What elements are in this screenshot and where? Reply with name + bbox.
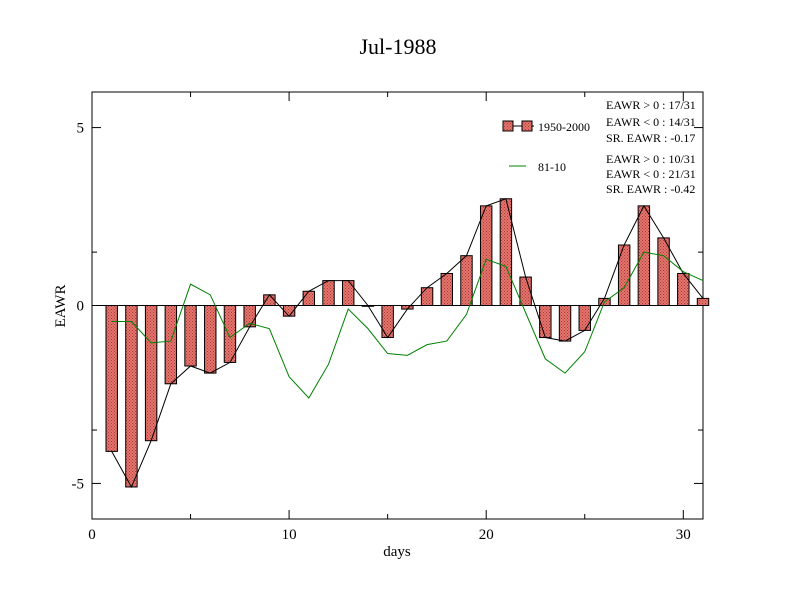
x-tick-label: 0 (88, 527, 96, 543)
bar (263, 294, 276, 307)
y-tick-label: -5 (72, 476, 85, 492)
bar (420, 287, 434, 307)
bar (322, 280, 335, 307)
y-tick-label: 5 (77, 121, 85, 137)
bar (637, 205, 651, 306)
bar (696, 297, 710, 306)
legend-bar-label: 1950-2000 (538, 120, 590, 134)
x-axis: 0 10 20 30 (88, 92, 691, 543)
stat-positive-days: EAWR > 0 : 10/31 (606, 152, 696, 166)
bar (617, 244, 631, 306)
bar (539, 305, 552, 339)
stat-sr-eawr: SR. EAWR : -0.17 (606, 131, 695, 145)
bar (381, 305, 394, 339)
legend: 1950-2000 81-10 (502, 120, 590, 174)
bar (479, 205, 493, 306)
bar-series (105, 198, 710, 488)
bar (144, 305, 158, 442)
legend-item-line: 81-10 (509, 160, 566, 174)
bar (578, 305, 591, 331)
stat-negative-days: EAWR < 0 : 21/31 (606, 167, 696, 181)
bar (519, 276, 532, 306)
bar (164, 305, 178, 385)
line-series (111, 198, 704, 489)
y-axis-label: EAWR (53, 285, 69, 328)
stats-block-1950-2000: EAWR > 0 : 17/31 EAWR < 0 : 14/31 SR. EA… (606, 98, 696, 145)
chart-title: Jul-1988 (360, 34, 437, 59)
series-line-81-10 (111, 251, 704, 399)
bar (223, 305, 237, 363)
series-line-1950-2000 (111, 198, 704, 489)
stats-block-81-10: EAWR > 0 : 10/31 EAWR < 0 : 21/31 SR. EA… (606, 152, 696, 196)
bar (184, 305, 197, 367)
bar (440, 272, 453, 307)
bar (342, 280, 355, 307)
stat-sr-eawr: SR. EAWR : -0.42 (606, 182, 695, 196)
legend-line-label: 81-10 (538, 160, 566, 174)
bar (657, 237, 670, 306)
bar (460, 255, 473, 306)
bar (125, 305, 138, 488)
legend-bar-swatch-left (502, 120, 514, 132)
y-tick-label: 0 (77, 299, 85, 315)
x-tick-label: 20 (479, 527, 494, 543)
bar (302, 290, 316, 306)
x-axis-label: days (383, 544, 411, 560)
legend-bar-swatch-right (521, 120, 533, 132)
legend-item-bar: 1950-2000 (502, 120, 590, 134)
bar (558, 305, 572, 342)
bar (204, 305, 217, 374)
x-tick-label: 30 (676, 527, 691, 543)
stat-negative-days: EAWR < 0 : 14/31 (606, 115, 696, 129)
bar (105, 305, 118, 452)
x-tick-label: 10 (282, 527, 297, 543)
stat-positive-days: EAWR > 0 : 17/31 (606, 98, 696, 112)
